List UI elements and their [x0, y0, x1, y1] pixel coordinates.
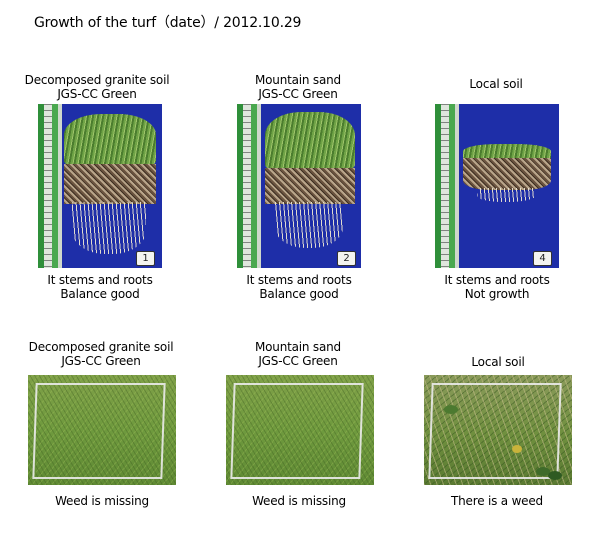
sample-3-result: It stems and roots Not growth [397, 273, 597, 301]
plot-1-result: Weed is missing [55, 494, 149, 508]
plot-3-caption: Local soil [398, 355, 598, 369]
sample-3-result-line1: It stems and roots [444, 273, 550, 287]
plot-1-green-label: JGS-CC Green [61, 354, 141, 368]
plot-3-soil-label: Local soil [471, 355, 525, 369]
sample-2-soil-label: Mountain sand [255, 73, 341, 87]
sample-1-green-label: JGS-CC Green [57, 87, 137, 101]
plot-2-caption: Mountain sand JGS-CC Green [198, 340, 398, 368]
plot-3-result: There is a weed [451, 494, 543, 508]
turf-clump [64, 114, 156, 254]
plot-1-caption: Decomposed granite soil JGS-CC Green [1, 340, 201, 368]
wire-frame [428, 383, 562, 479]
page-title: Growth of the turf（date）/ 2012.10.29 [34, 15, 302, 31]
sample-3-result-line2: Not growth [464, 287, 530, 301]
sample-2-result-line1: It stems and roots [246, 273, 352, 287]
ruler [237, 104, 261, 268]
sample-1-caption: Decomposed granite soil JGS-CC Green [0, 73, 197, 101]
sample-3-soil-label: Local soil [469, 77, 523, 91]
sample-1-result-line2: Balance good [60, 287, 140, 301]
plot-1-photo [28, 375, 176, 485]
sample-2-photo: 2 [237, 104, 361, 268]
plot-2-soil-label: Mountain sand [255, 340, 341, 354]
weed-leaf [444, 405, 458, 414]
sample-3-photo: 4 [435, 104, 559, 268]
plot-1-soil-label: Decomposed granite soil [28, 340, 174, 354]
turf-clump [463, 144, 551, 206]
plot-3-photo [424, 375, 572, 485]
sample-2-result: It stems and roots Balance good [199, 273, 399, 301]
plot-2-photo [226, 375, 374, 485]
plot-2-result: Weed is missing [252, 494, 346, 508]
plot-2-green-label: JGS-CC Green [258, 354, 338, 368]
sample-2-caption: Mountain sand JGS-CC Green [198, 73, 398, 101]
ruler [435, 104, 459, 268]
wire-frame [32, 383, 166, 479]
sample-number-tag: 2 [337, 251, 356, 266]
weed-flower [512, 445, 522, 453]
sample-2-green-label: JGS-CC Green [258, 87, 338, 101]
turf-clump [265, 112, 355, 250]
sample-1-photo: 1 [38, 104, 162, 268]
sample-1-result-line1: It stems and roots [47, 273, 153, 287]
weed-leaf [536, 467, 550, 476]
wire-frame [230, 383, 364, 479]
sample-3-caption: Local soil [396, 77, 596, 91]
weed-leaf [548, 471, 562, 480]
sample-1-result: It stems and roots Balance good [0, 273, 200, 301]
sample-number-tag: 1 [136, 251, 155, 266]
sample-2-result-line2: Balance good [259, 287, 339, 301]
sample-1-soil-label: Decomposed granite soil [24, 73, 170, 87]
sample-number-tag: 4 [533, 251, 552, 266]
ruler [38, 104, 62, 268]
